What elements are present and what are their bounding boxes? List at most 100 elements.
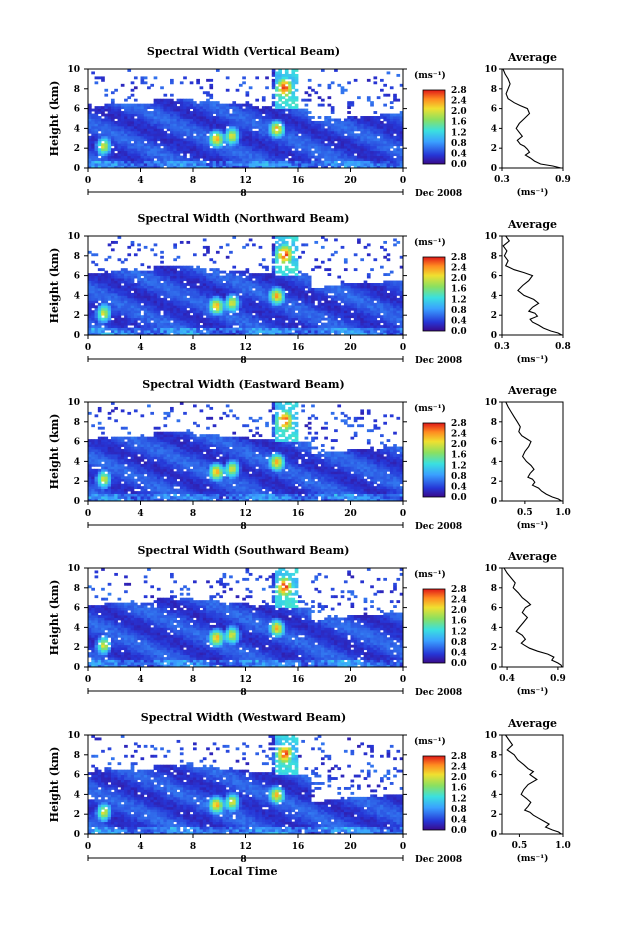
heatmap-cell: [268, 140, 273, 144]
heatmap-cell: [291, 160, 296, 164]
heatmap-cell: [235, 160, 240, 164]
heatmap-cell: [238, 320, 243, 324]
heatmap-cell: [238, 155, 243, 159]
heatmap-cell: [373, 165, 378, 169]
heatmap-cell: [232, 312, 237, 316]
heatmap-cell: [340, 128, 345, 132]
heatmap-cell: [202, 245, 207, 249]
average-y-tick-label: 0: [491, 164, 497, 174]
heatmap-cell: [252, 153, 256, 157]
heatmap-cell: [91, 300, 95, 304]
heatmap-cell: [107, 130, 112, 134]
heatmap-cell: [88, 163, 92, 166]
heatmap-cell: [107, 310, 112, 314]
heatmap-cell: [334, 125, 338, 129]
heatmap-cell: [360, 140, 365, 144]
heatmap-cell: [183, 103, 187, 107]
heatmap-cell: [130, 310, 135, 314]
heatmap-cell: [370, 116, 374, 119]
heatmap-cell: [133, 158, 138, 161]
heatmap-cell: [330, 300, 335, 304]
heatmap-cell: [278, 327, 282, 331]
heatmap-cell: [202, 123, 207, 127]
heatmap-cell: [373, 160, 378, 164]
heatmap-cell: [265, 133, 269, 137]
heatmap-cell: [232, 138, 237, 142]
heatmap-cell: [97, 287, 102, 291]
heatmap-cell: [278, 83, 282, 87]
heatmap-cell: [357, 295, 361, 299]
heatmap-cell: [255, 322, 260, 326]
heatmap-cell: [252, 123, 256, 127]
heatmap-cell: [202, 307, 207, 311]
heatmap-cell: [376, 302, 381, 306]
heatmap-cell: [314, 148, 319, 152]
heatmap-cell: [360, 143, 365, 147]
heatmap-cell: [370, 332, 374, 336]
heatmap-cell: [298, 138, 302, 142]
heatmap-cell: [278, 118, 282, 122]
heatmap-cell: [291, 101, 296, 105]
heatmap-cell: [255, 307, 260, 311]
heatmap-cell: [114, 106, 118, 110]
heatmap-cell: [189, 138, 194, 142]
heatmap-cell: [294, 158, 299, 161]
heatmap-cell: [294, 123, 299, 127]
heatmap-cell: [366, 140, 371, 144]
heatmap-cell: [232, 148, 237, 152]
heatmap-cell: [150, 125, 155, 129]
heatmap-cell: [127, 69, 132, 72]
heatmap-cell: [347, 123, 351, 127]
heatmap-cell: [124, 123, 128, 127]
heatmap-cell: [350, 322, 355, 326]
heatmap-cell: [140, 283, 145, 286]
heatmap-cell: [94, 307, 99, 311]
heatmap-cell: [133, 273, 138, 277]
heatmap-cell: [166, 300, 171, 304]
heatmap-cell: [193, 103, 197, 107]
heatmap-cell: [376, 283, 381, 286]
heatmap-cell: [284, 295, 289, 299]
heatmap-cell: [304, 273, 309, 277]
heatmap-cell: [271, 307, 276, 311]
heatmap-cell: [202, 280, 207, 284]
heatmap-cell: [294, 98, 299, 102]
heatmap-cell: [124, 138, 128, 142]
heatmap-cell: [153, 275, 158, 279]
heatmap-cell: [186, 325, 191, 328]
heatmap-cell: [334, 315, 338, 319]
heatmap-cell: [91, 155, 95, 159]
heatmap-cell: [235, 118, 240, 122]
heatmap-cell: [288, 280, 292, 284]
heatmap-cell: [255, 310, 260, 314]
heatmap-cell: [350, 133, 355, 137]
heatmap-cell: [376, 143, 381, 147]
heatmap-cell: [396, 160, 401, 164]
heatmap-cell: [238, 312, 243, 316]
heatmap-cell: [393, 330, 397, 333]
heatmap-cell: [196, 143, 200, 147]
heatmap-cell: [291, 325, 296, 328]
heatmap-cell: [189, 310, 194, 314]
heatmap-cell: [130, 292, 135, 296]
heatmap-cell: [363, 148, 368, 152]
heatmap-cell: [127, 273, 132, 277]
heatmap-cell: [337, 143, 342, 147]
heatmap-cell: [275, 135, 279, 139]
heatmap-cell: [291, 96, 296, 100]
heatmap-cell: [156, 125, 161, 129]
heatmap-cell: [97, 280, 102, 284]
heatmap-cell: [350, 330, 355, 333]
heatmap-cell: [202, 101, 207, 105]
heatmap-cell: [255, 133, 260, 137]
heatmap-cell: [160, 250, 164, 254]
heatmap-cell: [91, 108, 95, 112]
heatmap-cell: [284, 98, 289, 102]
heatmap-cell: [281, 290, 286, 294]
heatmap-cell: [357, 292, 361, 296]
heatmap-cell: [199, 111, 204, 114]
heatmap-cell: [133, 292, 138, 296]
heatmap-cell: [301, 130, 305, 134]
heatmap-cell: [288, 81, 292, 85]
heatmap-cell: [235, 145, 240, 149]
